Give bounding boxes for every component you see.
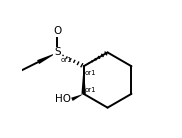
- Polygon shape: [82, 66, 86, 94]
- Text: S: S: [54, 47, 61, 57]
- Text: O: O: [53, 26, 62, 36]
- Text: HO: HO: [55, 94, 71, 104]
- Text: or1: or1: [84, 70, 96, 76]
- Polygon shape: [71, 94, 84, 101]
- Text: or1: or1: [84, 87, 96, 93]
- Text: or1: or1: [61, 57, 72, 63]
- Polygon shape: [37, 52, 58, 64]
